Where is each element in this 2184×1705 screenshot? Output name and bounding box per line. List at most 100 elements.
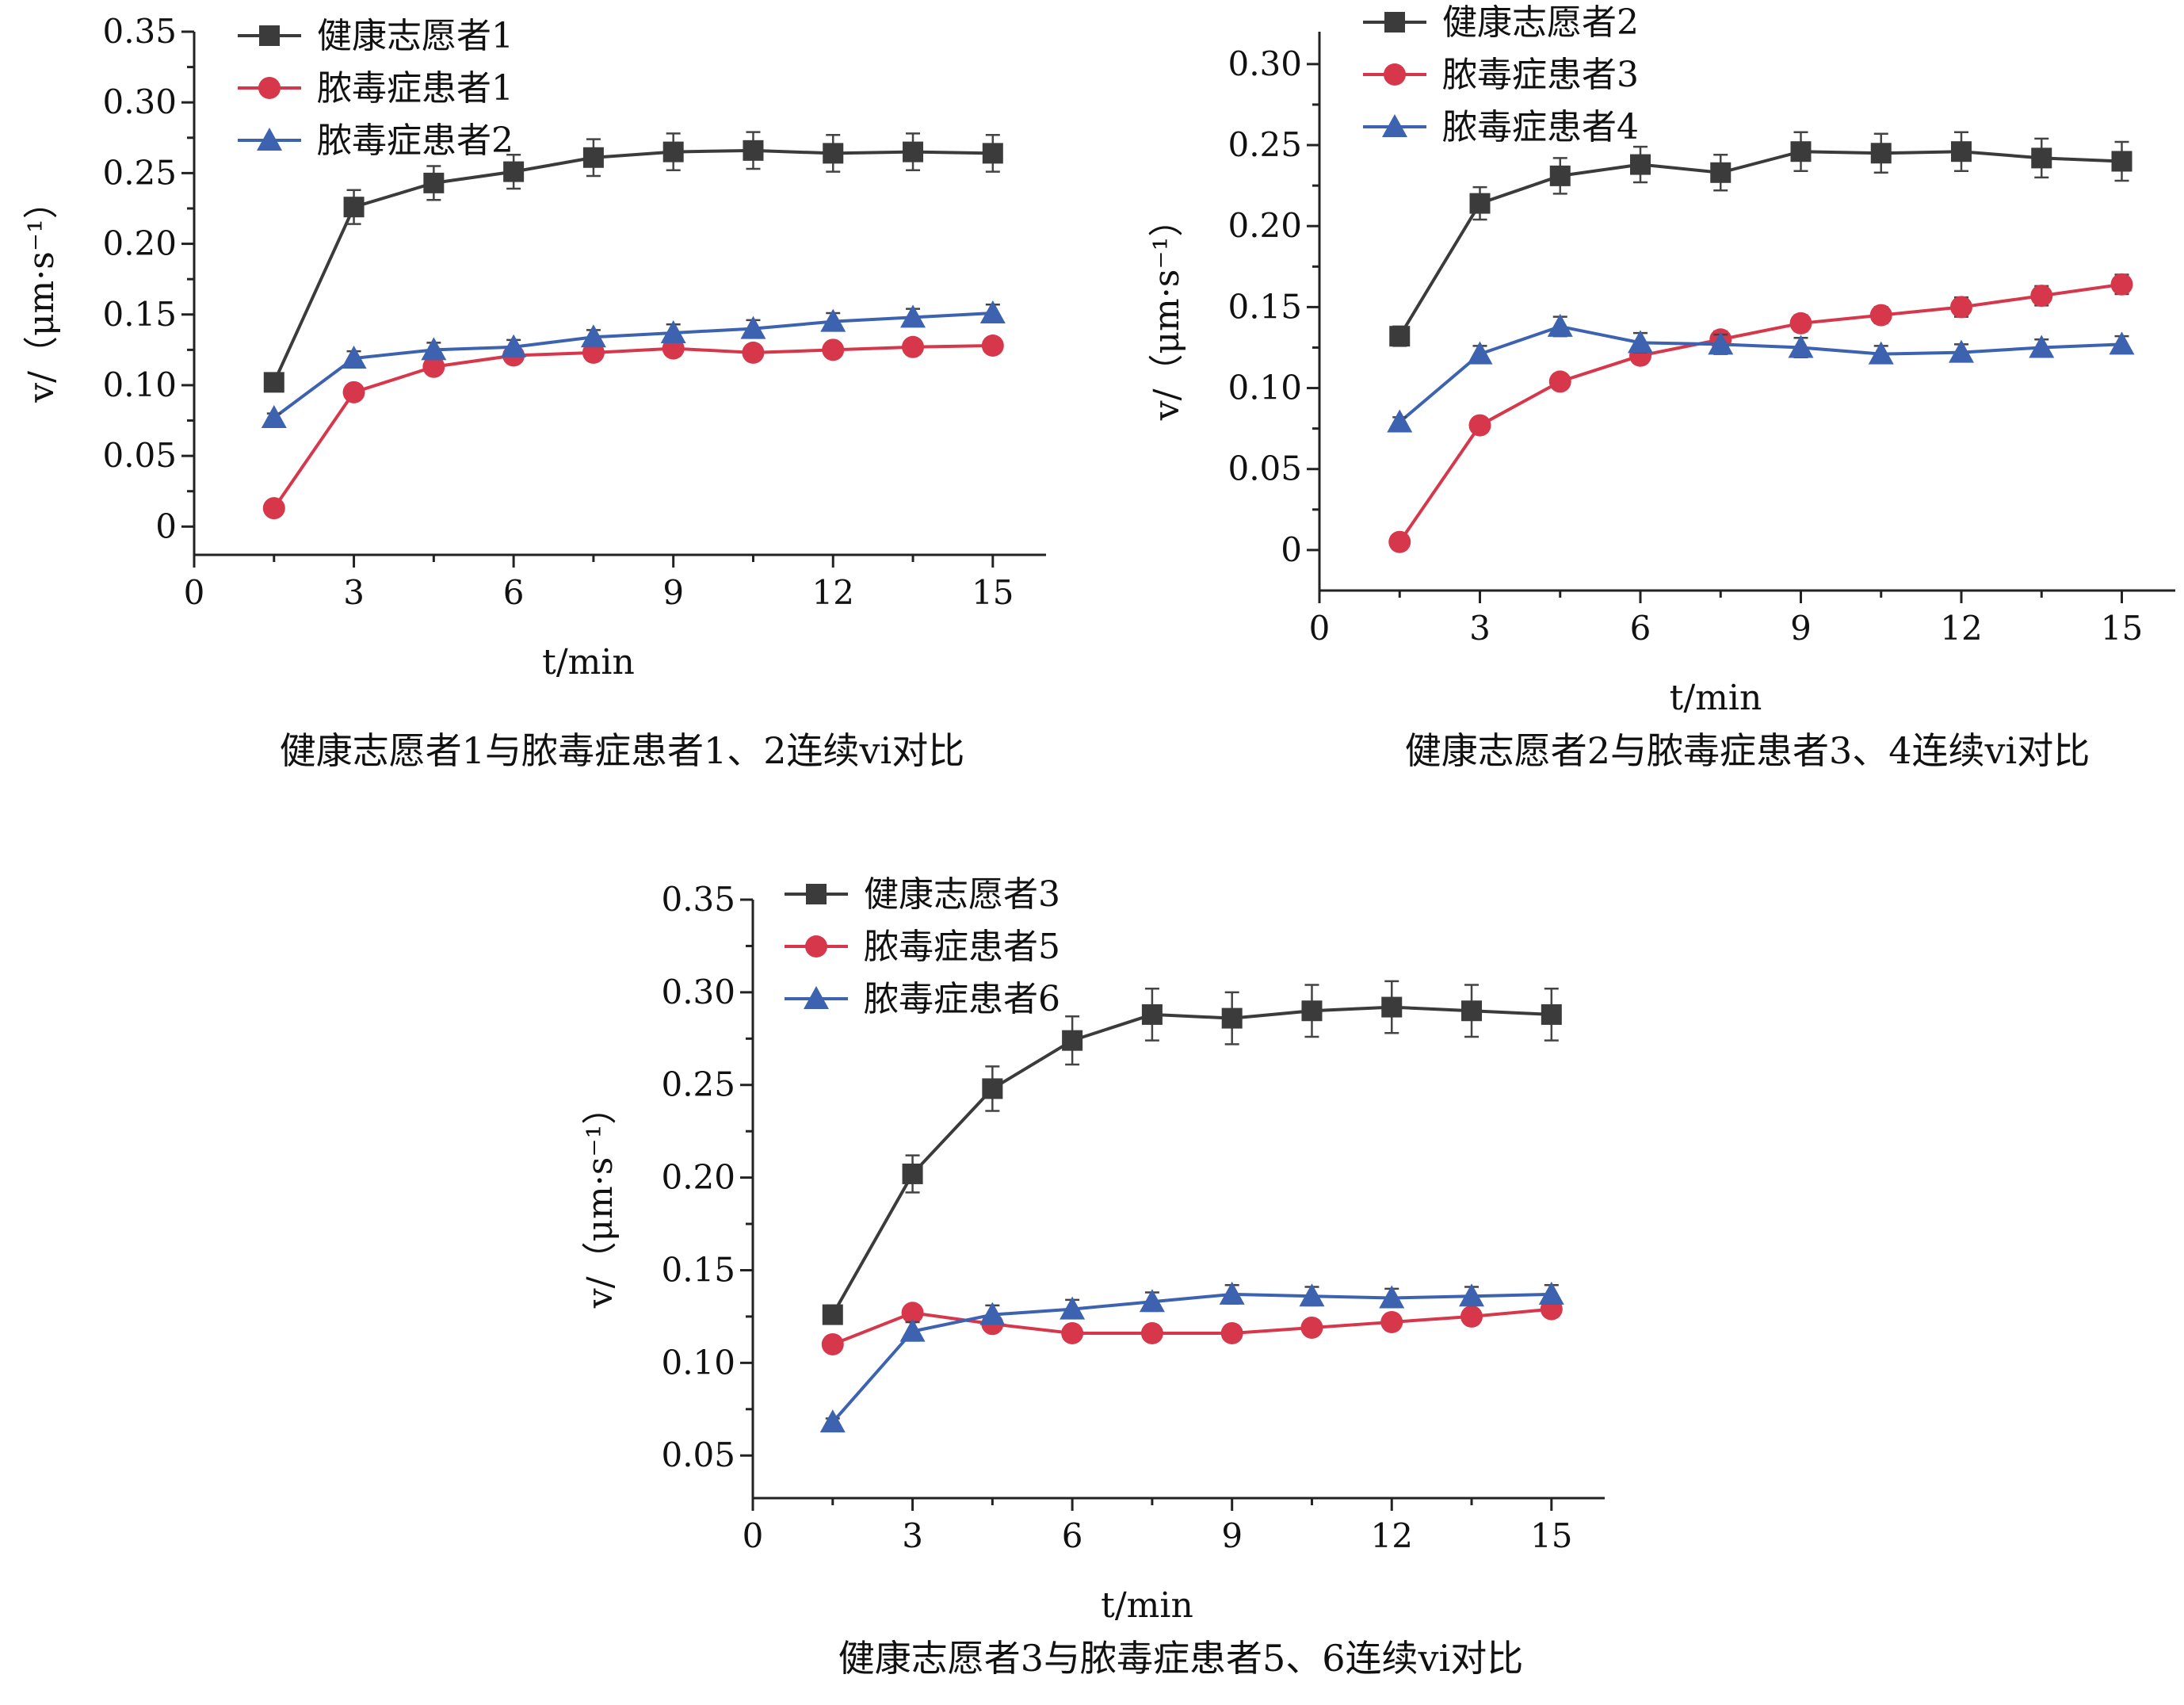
y-tick-label: 0.30: [1228, 44, 1302, 83]
data-point: [263, 372, 284, 393]
legend-marker: [259, 25, 280, 46]
data-point: [1949, 339, 1974, 363]
x-tick-label: 15: [972, 573, 1014, 612]
data-point: [1301, 1000, 1323, 1022]
x-tick-label: 15: [2101, 609, 2143, 648]
data-point: [2029, 335, 2055, 358]
data-point: [341, 346, 367, 369]
series-3: [1387, 313, 2135, 433]
data-point: [1219, 1281, 1245, 1305]
data-point: [819, 1409, 846, 1433]
data-point: [1950, 296, 1972, 319]
y-tick-label: 0.05: [661, 1435, 735, 1474]
data-point: [2110, 273, 2133, 296]
data-point: [1062, 1030, 1083, 1051]
data-point: [1708, 331, 1734, 355]
y-tick-label: 0.05: [102, 436, 177, 475]
series-3: [261, 300, 1006, 428]
x-axis-title: t/min: [542, 642, 635, 682]
data-point: [1790, 141, 1812, 162]
series-line: [273, 311, 993, 419]
data-point: [1139, 1289, 1165, 1313]
legend-label: 健康志愿者2: [1442, 2, 1639, 43]
data-point: [1467, 341, 1493, 365]
legend-label: 脓毒症患者3: [1442, 55, 1639, 95]
legend-label: 脓毒症患者6: [864, 979, 1060, 1019]
data-point: [262, 497, 285, 520]
legend-marker: [806, 884, 827, 904]
data-point: [821, 1332, 844, 1355]
data-point: [1380, 1310, 1403, 1333]
data-point: [1387, 409, 1413, 433]
data-point: [662, 141, 684, 162]
legend-label: 脓毒症患者2: [317, 120, 514, 161]
legend-label: 脓毒症患者5: [864, 927, 1060, 967]
data-point: [902, 1163, 923, 1184]
data-point: [982, 1078, 1003, 1099]
data-point: [1870, 143, 1892, 164]
data-point: [742, 341, 765, 364]
data-point: [1538, 1281, 1564, 1305]
series-line: [1398, 282, 2122, 543]
data-point: [1461, 1000, 1483, 1022]
y-tick-label: 0.25: [1228, 125, 1302, 164]
x-tick-label: 12: [812, 573, 854, 612]
data-point: [903, 141, 924, 162]
x-tick-label: 3: [902, 1516, 923, 1555]
y-tick-label: 0.25: [661, 1065, 735, 1104]
legend-label: 脓毒症患者4: [1442, 107, 1639, 147]
chart-caption: 健康志愿者2与脓毒症患者3、4连续vi对比: [1405, 729, 2090, 772]
data-point: [1140, 1321, 1163, 1344]
data-point: [982, 143, 1003, 164]
data-point: [979, 300, 1006, 323]
data-point: [2030, 285, 2053, 308]
legend-marker: [805, 935, 827, 958]
x-tick-label: 0: [743, 1516, 764, 1555]
x-tick-label: 0: [1309, 609, 1331, 648]
data-point: [1628, 330, 1653, 354]
y-tick-label: 0: [1281, 530, 1302, 569]
data-point: [342, 380, 365, 403]
data-point: [1381, 996, 1403, 1018]
data-point: [820, 308, 846, 332]
data-point: [501, 334, 527, 357]
data-point: [261, 404, 287, 428]
series-line: [831, 1005, 1552, 1316]
x-tick-label: 9: [1790, 609, 1812, 648]
x-tick-label: 3: [1469, 609, 1491, 648]
y-tick-label: 0.15: [1228, 287, 1302, 326]
y-tick-label: 0.10: [661, 1343, 735, 1382]
y-tick-label: 0.15: [661, 1250, 735, 1289]
x-tick-label: 6: [1630, 609, 1651, 648]
chart-caption: 健康志愿者1与脓毒症患者1、2连续vi对比: [280, 729, 965, 772]
y-tick-label: 0: [155, 507, 177, 545]
data-point: [740, 315, 766, 339]
series-2: [262, 335, 1004, 520]
data-point: [1221, 1007, 1243, 1029]
series-1: [263, 131, 1003, 393]
data-point: [900, 304, 926, 328]
chart-panel-1: 0 3 6 9 12 15 0 0.05 0.10 0.15 0.20 0.25 0.30 0.35 t/m…: [21, 12, 1046, 772]
data-point: [743, 140, 764, 161]
series-line: [1398, 324, 2122, 424]
legend-label: 健康志愿者1: [317, 16, 514, 56]
chart-caption: 健康志愿者3与脓毒症患者5、6连续vi对比: [838, 1637, 1524, 1680]
y-tick-label: 0.35: [102, 12, 177, 51]
y-tick-label: 0.15: [102, 295, 177, 334]
y-tick-label: 0.30: [661, 973, 735, 1011]
x-axis-title: t/min: [1670, 678, 1762, 718]
data-point: [899, 1318, 926, 1342]
data-point: [1868, 341, 1894, 365]
data-point: [822, 338, 845, 361]
series-1: [1389, 131, 2132, 347]
data-point: [902, 335, 925, 358]
chart-panel-3: 0 3 6 9 12 15 0.05 0.10 0.15 0.20 0.25 0.30 0.35 t/mi…: [580, 874, 1605, 1680]
data-point: [2031, 147, 2052, 169]
series-line: [832, 1307, 1552, 1346]
series-line: [273, 344, 993, 510]
y-axis-title: v/（μm·s⁻¹）: [1147, 202, 1187, 421]
data-point: [823, 143, 844, 164]
legend-marker: [258, 77, 281, 99]
legend-label: 健康志愿者3: [864, 874, 1060, 915]
legend-marker: [257, 128, 282, 151]
